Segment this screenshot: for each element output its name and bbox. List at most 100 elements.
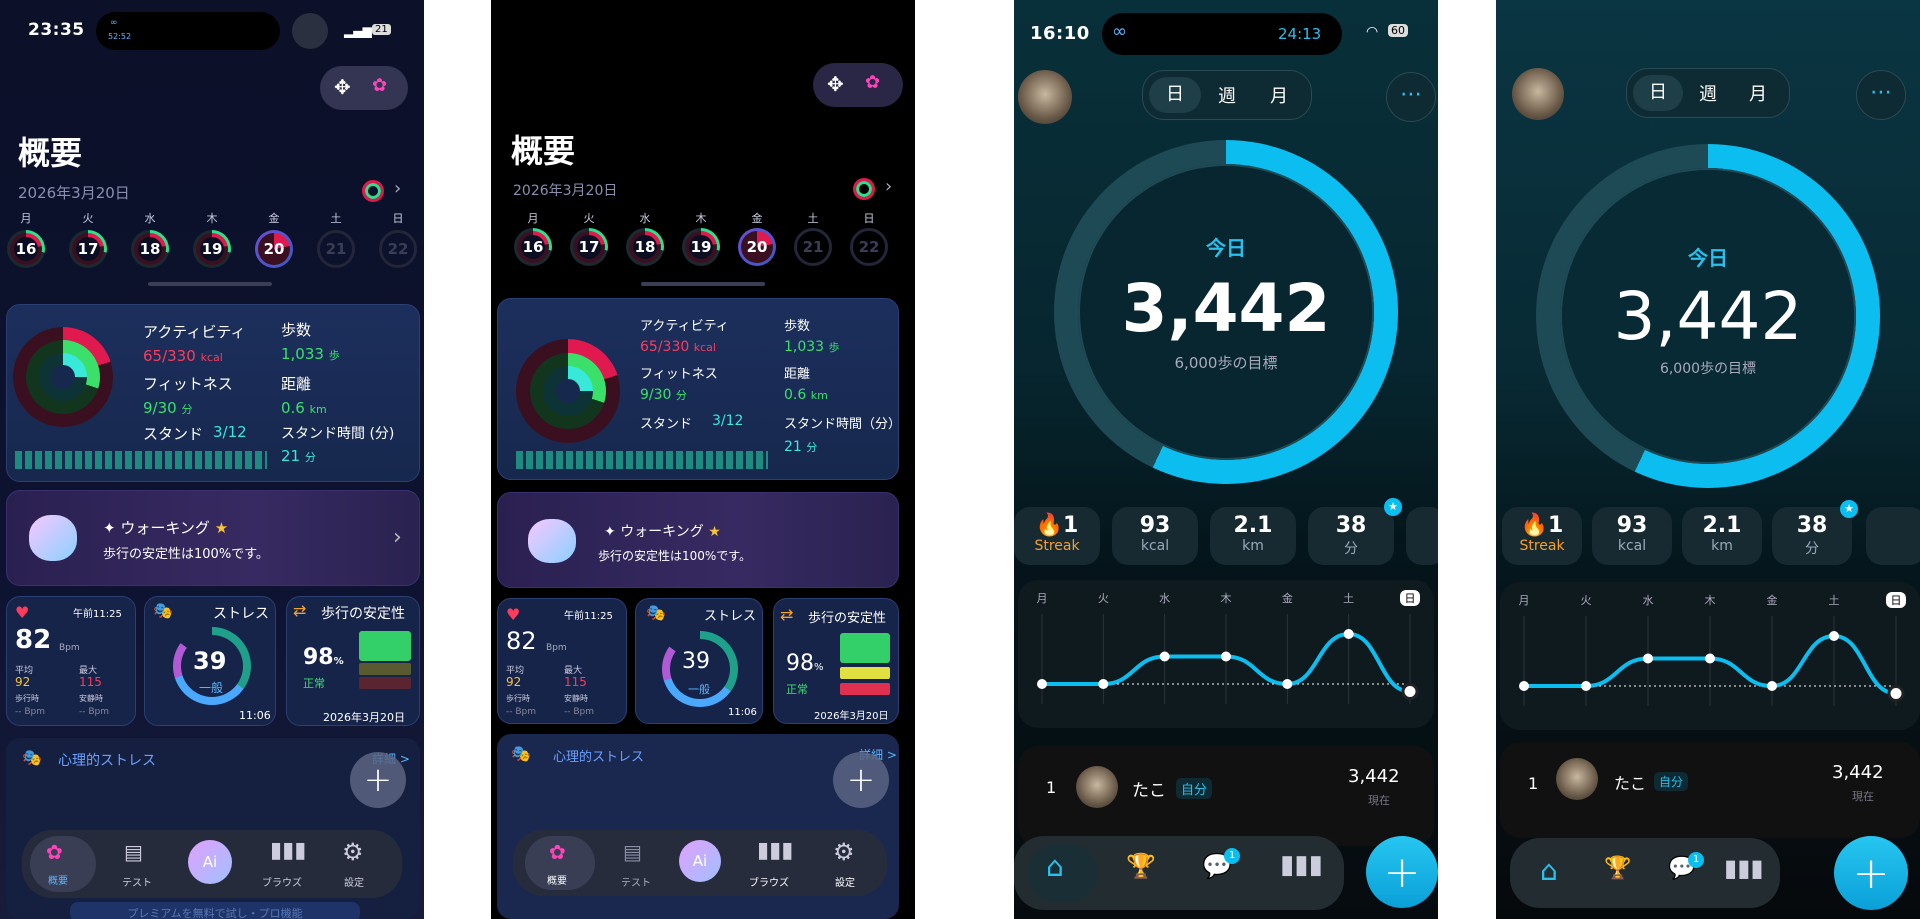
tab-overview[interactable]: 概要 bbox=[547, 876, 567, 887]
stress-card[interactable]: 🎭 ストレス 39 一般 11:06 bbox=[144, 596, 276, 726]
overview-icon[interactable]: ✿ bbox=[46, 840, 63, 864]
week-row: 月 火 水 木 金 土 日 bbox=[4, 210, 420, 226]
leaderboard-card[interactable]: 1 たこ 自分 3,442 現在 bbox=[1018, 746, 1434, 846]
day-ring[interactable]: 22 bbox=[379, 230, 417, 268]
period-segmented-control[interactable]: 日 週 月 bbox=[1142, 70, 1312, 120]
tab-settings[interactable]: 設定 bbox=[835, 878, 855, 889]
stab-value: 98% bbox=[786, 651, 824, 676]
day-rings: 16 17 18 19 20 21 22 bbox=[514, 228, 888, 266]
activity-card[interactable]: アクティビティ 65/330 kcal フィットネス 9/30 分 スタンド 3… bbox=[497, 298, 901, 480]
walking-card[interactable]: ✦ ウォーキング ★ 歩行の安定性は100%です。 bbox=[497, 492, 899, 588]
move-icon[interactable]: ✥ bbox=[334, 75, 351, 99]
period-segmented-control[interactable]: 日 週 月 bbox=[1626, 68, 1790, 118]
activity-ring-icon[interactable] bbox=[853, 178, 875, 200]
day-ring[interactable]: 19 bbox=[682, 228, 720, 266]
chart-day-label: 土 bbox=[1829, 594, 1840, 607]
day-ring[interactable]: 21 bbox=[317, 230, 355, 268]
segment-day[interactable]: 日 bbox=[1633, 75, 1683, 111]
test-icon[interactable]: ▤ bbox=[124, 840, 143, 864]
tab-browse[interactable]: ブラウズ bbox=[262, 878, 302, 889]
browse-icon[interactable]: ▮▮▮ bbox=[757, 838, 794, 863]
kcal-stat[interactable]: 93 kcal bbox=[1112, 507, 1198, 565]
day-ring[interactable]: 18 bbox=[131, 230, 169, 268]
weekday: 火 bbox=[82, 212, 94, 225]
move-icon[interactable]: ✥ bbox=[827, 72, 844, 96]
day-ring[interactable]: 21 bbox=[794, 228, 832, 266]
day-ring[interactable]: 17 bbox=[69, 230, 107, 268]
minutes-stat[interactable]: 38 分 bbox=[1308, 507, 1394, 565]
add-button[interactable]: + bbox=[833, 752, 889, 808]
tab-browse[interactable]: ブラウズ bbox=[749, 878, 789, 889]
activity-ring-icon[interactable] bbox=[362, 180, 384, 202]
scroll-handle[interactable] bbox=[641, 282, 765, 286]
hr-avg-label: 平均 bbox=[15, 666, 34, 676]
day-ring[interactable]: 16 bbox=[7, 230, 45, 268]
tab-overview[interactable]: 概要 bbox=[48, 876, 68, 887]
gear-icon[interactable]: ⚙ bbox=[833, 838, 855, 866]
day-ring[interactable]: 22 bbox=[850, 228, 888, 266]
trophy-icon[interactable]: 🏆 bbox=[1126, 852, 1156, 880]
walking-card[interactable]: ✦ ウォーキング ★ 歩行の安定性は100%です。 › bbox=[6, 490, 420, 586]
battery-icon: 21 bbox=[372, 24, 391, 35]
chevron-right-icon[interactable]: › bbox=[885, 176, 893, 197]
heart-rate-card[interactable]: ♥ 午前11:25 82 Bpm 平均 92 最大 115 歩行時 安静時 --… bbox=[497, 598, 627, 724]
tab-test[interactable]: テスト bbox=[122, 878, 152, 889]
add-button[interactable]: + bbox=[350, 752, 406, 808]
weekly-chart-card: 月火水木金土日 bbox=[1500, 582, 1920, 730]
segment-month[interactable]: 月 bbox=[1749, 84, 1767, 105]
day-ring-selected[interactable]: 20 bbox=[255, 230, 293, 268]
next-stat[interactable] bbox=[1406, 507, 1438, 565]
stress-card[interactable]: 🎭 ストレス 39 一般 11:06 bbox=[635, 598, 763, 724]
segment-month[interactable]: 月 bbox=[1270, 86, 1288, 107]
next-stat[interactable] bbox=[1866, 507, 1920, 565]
km-stat[interactable]: 2.1 km bbox=[1210, 507, 1296, 565]
segment-week[interactable]: 週 bbox=[1699, 84, 1717, 105]
more-icon[interactable]: ⋯ bbox=[1856, 70, 1906, 120]
toolbar-pill[interactable]: ✥ ✿ bbox=[813, 63, 903, 107]
toolbar-pill[interactable]: ✥ ✿ bbox=[320, 66, 408, 110]
day-ring[interactable]: 19 bbox=[193, 230, 231, 268]
test-icon[interactable]: ▤ bbox=[623, 840, 642, 864]
avatar[interactable] bbox=[1018, 70, 1072, 124]
minutes-stat[interactable]: 38 分 bbox=[1772, 507, 1852, 565]
day-ring[interactable]: 18 bbox=[626, 228, 664, 266]
walking-stability-card[interactable]: ⇄ 歩行の安定性 98% 正常 2026年3月20日 bbox=[773, 598, 899, 724]
walking-stability-card[interactable]: ⇄ 歩行の安定性 98% 正常 2026年3月20日 bbox=[286, 596, 420, 726]
day-ring[interactable]: 17 bbox=[570, 228, 608, 266]
apps-icon[interactable]: ✿ bbox=[372, 75, 388, 96]
stats-icon[interactable]: ▮▮▮ bbox=[1280, 850, 1323, 880]
tab-settings[interactable]: 設定 bbox=[344, 878, 364, 889]
kcal-stat[interactable]: 93 kcal bbox=[1592, 507, 1672, 565]
activity-card[interactable]: アクティビティ 65/330 kcal フィットネス 9/30 分 スタンド 3… bbox=[6, 304, 420, 482]
tab-ai[interactable]: Ai bbox=[679, 840, 721, 882]
day-ring-selected[interactable]: 20 bbox=[738, 228, 776, 266]
scroll-handle[interactable] bbox=[148, 282, 272, 286]
premium-banner[interactable]: プレミアムを無料で試し・プロ機能 bbox=[70, 902, 360, 919]
leaderboard-card[interactable]: 1 たこ 自分 3,442 現在 bbox=[1500, 742, 1920, 838]
island-icon: ∞ bbox=[110, 18, 118, 28]
km-stat[interactable]: 2.1 km bbox=[1682, 507, 1762, 565]
more-icon[interactable]: ⋯ bbox=[1386, 72, 1436, 122]
add-button[interactable]: + bbox=[1366, 836, 1438, 908]
stand-hours-bar bbox=[516, 451, 768, 469]
avatar[interactable] bbox=[1512, 68, 1564, 120]
day-ring[interactable]: 16 bbox=[514, 228, 552, 266]
apps-icon[interactable]: ✿ bbox=[865, 72, 881, 93]
home-icon[interactable]: ⌂ bbox=[1046, 850, 1064, 883]
segment-day[interactable]: 日 bbox=[1149, 77, 1201, 113]
streak-stat[interactable]: 🔥1 Streak bbox=[1502, 507, 1582, 565]
trophy-icon[interactable]: 🏆 bbox=[1604, 856, 1632, 881]
home-icon[interactable]: ⌂ bbox=[1540, 854, 1558, 887]
heart-rate-card[interactable]: ♥ 午前11:25 82 Bpm 平均 92 最大 115 歩行時 安静時 --… bbox=[6, 596, 136, 726]
segment-week[interactable]: 週 bbox=[1218, 86, 1236, 107]
gear-icon[interactable]: ⚙ bbox=[342, 838, 364, 866]
overview-icon[interactable]: ✿ bbox=[549, 840, 566, 864]
tab-ai[interactable]: Ai bbox=[188, 840, 232, 884]
stress-gauge bbox=[662, 631, 738, 707]
chevron-right-icon[interactable]: › bbox=[394, 178, 402, 199]
streak-stat[interactable]: 🔥1 Streak bbox=[1014, 507, 1100, 565]
add-button[interactable]: + bbox=[1834, 836, 1908, 910]
stats-icon[interactable]: ▮▮▮ bbox=[1724, 854, 1764, 882]
tab-test[interactable]: テスト bbox=[621, 878, 651, 889]
browse-icon[interactable]: ▮▮▮ bbox=[270, 838, 307, 863]
